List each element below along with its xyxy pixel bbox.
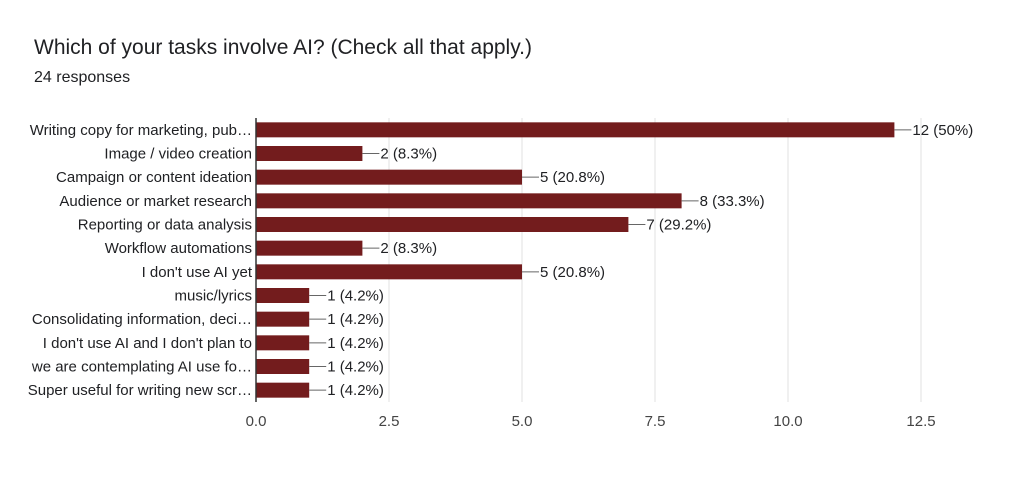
bar [256, 359, 310, 374]
x-tick-label: 0.0 [246, 413, 267, 430]
category-label: I don't use AI yet [142, 264, 253, 281]
value-label: 2 (8.3%) [380, 240, 437, 257]
x-tick-label: 10.0 [773, 413, 802, 430]
bar [256, 335, 310, 351]
bar [256, 288, 310, 303]
bar [256, 240, 363, 256]
value-label: 1 (4.2%) [327, 288, 384, 305]
value-label: 1 (4.2%) [327, 359, 384, 376]
bar [256, 217, 629, 232]
x-tick-label: 7.5 [645, 413, 666, 430]
bar [256, 311, 310, 327]
chart-title: Which of your tasks involve AI? (Check a… [34, 36, 532, 59]
category-label: I don't use AI and I don't plan to [43, 335, 252, 352]
x-tick-label: 5.0 [512, 413, 533, 430]
category-label: Audience or market research [59, 193, 252, 210]
value-label: 1 (4.2%) [327, 311, 384, 328]
value-label: 8 (33.3%) [700, 193, 765, 210]
category-label: Reporting or data analysis [78, 217, 252, 234]
category-label: Super useful for writing new scr… [28, 382, 252, 399]
bar [256, 264, 522, 280]
value-label: 12 (50%) [912, 122, 973, 139]
bar [256, 382, 310, 398]
category-label: Image / video creation [104, 146, 252, 163]
category-label: Writing copy for marketing, pub… [30, 122, 252, 139]
bar [256, 122, 895, 138]
category-label: Consolidating information, deci… [32, 311, 252, 328]
value-label: 5 (20.8%) [540, 169, 605, 186]
category-label: Workflow automations [105, 240, 252, 257]
bar [256, 146, 363, 161]
category-label: music/lyrics [175, 288, 253, 305]
category-label: we are contemplating AI use fo… [31, 359, 252, 376]
value-label: 5 (20.8%) [540, 264, 605, 281]
value-label: 1 (4.2%) [327, 335, 384, 352]
x-tick-label: 12.5 [906, 413, 935, 430]
bar [256, 193, 682, 209]
bar [256, 169, 522, 185]
value-label: 1 (4.2%) [327, 382, 384, 399]
x-tick-label: 2.5 [379, 413, 400, 430]
value-label: 7 (29.2%) [646, 217, 711, 234]
response-count: 24 responses [34, 69, 131, 86]
value-label: 2 (8.3%) [380, 146, 437, 163]
category-label: Campaign or content ideation [56, 169, 252, 186]
